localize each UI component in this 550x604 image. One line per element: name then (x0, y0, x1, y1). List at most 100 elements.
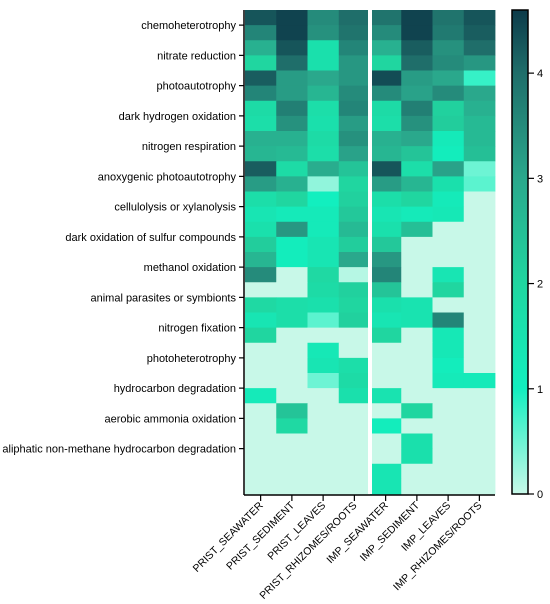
heatmap-cell (307, 252, 340, 268)
heatmap-cell (307, 40, 340, 56)
heatmap-cell (432, 55, 465, 71)
heatmap-cell (370, 70, 402, 87)
heatmap-cell (276, 25, 308, 41)
heatmap-cell (245, 252, 277, 268)
heatmap-cell (370, 388, 402, 404)
heatmap-cell (276, 70, 308, 87)
heatmap-axes (243, 10, 495, 496)
heatmap-cell (307, 115, 340, 132)
heatmap-cell (276, 388, 308, 404)
heatmap-cell (370, 55, 402, 71)
heatmap-cell (276, 252, 308, 268)
heatmap-cell (463, 373, 496, 389)
heatmap-cell (245, 85, 277, 102)
heatmap-cell (276, 448, 308, 465)
heatmap-cell (432, 418, 465, 434)
row-label: chemoheterotrophy (141, 20, 236, 32)
heatmap-cell (370, 252, 402, 268)
heatmap-cell (401, 131, 433, 147)
heatmap-cell (432, 131, 465, 147)
heatmap-cell (463, 478, 496, 495)
heatmap-cell (245, 131, 277, 147)
colorbar-tick-label: 3 (537, 173, 543, 185)
row-label: photoheterotrophy (147, 353, 237, 365)
heatmap-cell (432, 85, 465, 102)
heatmap-cell (276, 236, 308, 253)
heatmap-cell (276, 10, 308, 26)
heatmap-cell (432, 388, 465, 404)
heatmap-cell (276, 297, 308, 313)
heatmap-cell (370, 146, 402, 162)
heatmap-cell (276, 418, 308, 434)
heatmap-cell (463, 146, 496, 162)
row-label: aliphatic non-methane hydrocarbon degrad… (2, 444, 236, 456)
heatmap-cell (338, 40, 371, 56)
heatmap-cell (307, 161, 340, 177)
heatmap-cell (463, 267, 496, 283)
heatmap-cell (432, 342, 465, 359)
heatmap-cell (245, 176, 277, 192)
heatmap-cell (307, 176, 340, 192)
heatmap-cell (245, 342, 277, 359)
heatmap-cell (245, 161, 277, 177)
heatmap-cell (370, 373, 402, 389)
heatmap-cell (276, 403, 308, 419)
heatmap-cell (338, 252, 371, 268)
row-label: dark hydrogen oxidation (119, 111, 236, 123)
heatmap-cell (245, 40, 277, 56)
heatmap-cell (370, 403, 402, 419)
heatmap-cell (338, 433, 371, 450)
heatmap-cell (401, 115, 433, 132)
heatmap-cell (276, 100, 308, 117)
heatmap-cell (401, 373, 433, 389)
heatmap-cell (245, 206, 277, 223)
heatmap-cell (370, 25, 402, 41)
heatmap-cell (338, 448, 371, 465)
heatmap-cell (401, 146, 433, 162)
heatmap-cell (401, 267, 433, 283)
colorbar-tick-label: 2 (537, 279, 543, 291)
heatmap-cell (401, 433, 433, 450)
heatmap-cell (276, 282, 308, 298)
heatmap-cell (401, 236, 433, 253)
heatmap-cell (401, 463, 433, 480)
heatmap-cell (245, 236, 277, 253)
heatmap-cell (370, 327, 402, 344)
heatmap-cell (370, 206, 402, 223)
heatmap-cell (307, 448, 340, 465)
heatmap-cell (401, 176, 433, 192)
heatmap-cell (307, 297, 340, 313)
heatmap-cell (463, 388, 496, 404)
heatmap-cell (307, 388, 340, 404)
heatmap-cell (338, 342, 371, 359)
heatmap-cell (370, 100, 402, 117)
heatmap-cell (307, 236, 340, 253)
heatmap-cell (245, 297, 277, 313)
heatmap-cell (401, 161, 433, 177)
heatmap-cell (338, 478, 371, 495)
heatmap-cell (432, 206, 465, 223)
heatmap-cell (401, 40, 433, 56)
heatmap-cell (245, 403, 277, 419)
heatmap-cell (338, 221, 371, 238)
heatmap-cell (307, 357, 340, 374)
heatmap-cell (463, 448, 496, 465)
heatmap-cell (276, 85, 308, 102)
heatmap-cell (463, 131, 496, 147)
heatmap-cell (307, 146, 340, 162)
heatmap-cell (463, 297, 496, 313)
row-label: anoxygenic photoautotrophy (98, 171, 237, 183)
heatmap-cell (401, 478, 433, 495)
heatmap-cell (463, 418, 496, 434)
heatmap-cell (463, 115, 496, 132)
row-label: photoautotrophy (156, 81, 236, 93)
heatmap-cell (245, 357, 277, 374)
heatmap-cell (370, 267, 402, 283)
heatmap-cell (338, 191, 371, 208)
heatmap-cell (432, 191, 465, 208)
heatmap-cell (276, 267, 308, 283)
heatmap-cell (307, 267, 340, 283)
heatmap-cell (432, 373, 465, 389)
heatmap-cell (338, 206, 371, 223)
heatmap-cell (401, 191, 433, 208)
